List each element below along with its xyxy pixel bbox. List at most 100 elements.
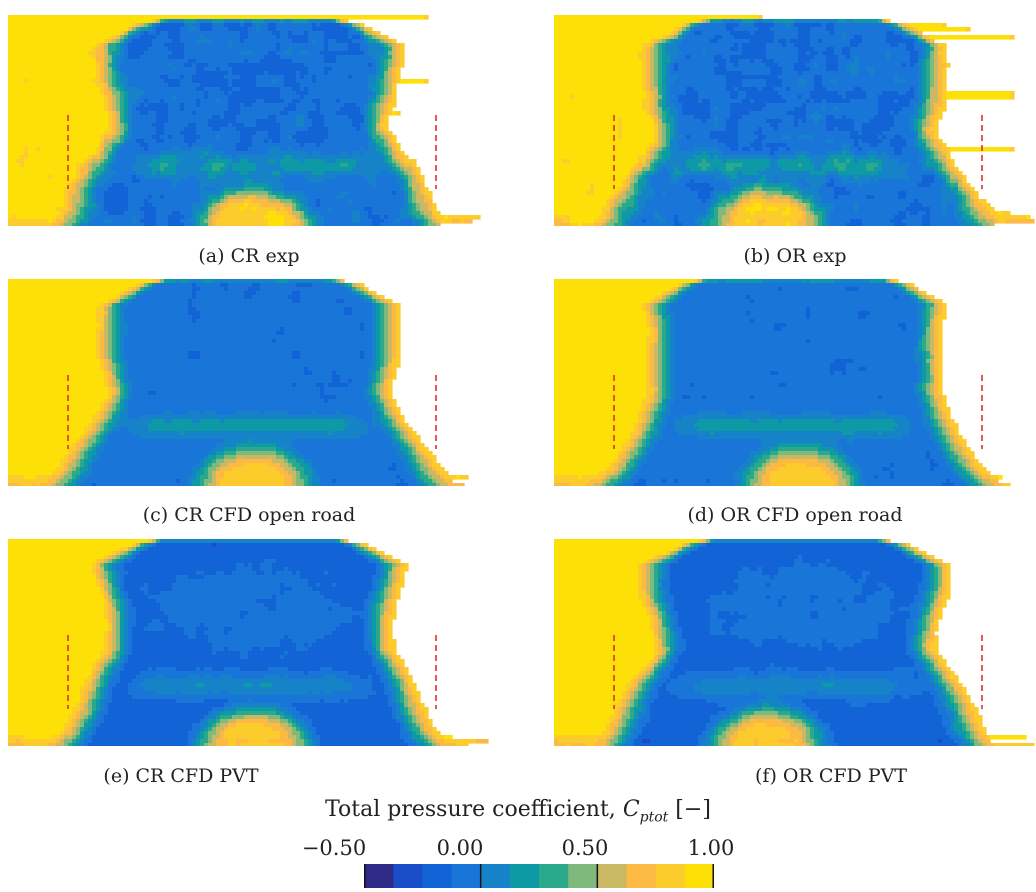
- contour-cell: [372, 115, 377, 120]
- contour-cell: [926, 299, 931, 304]
- contour-cell: [662, 123, 667, 128]
- contour-cell: [128, 115, 133, 120]
- contour-cell: [372, 303, 377, 308]
- contour-cell: [826, 183, 835, 188]
- contour-cell: [966, 195, 971, 200]
- contour-cell: [810, 315, 859, 320]
- contour-cell: [120, 343, 125, 348]
- contour-cell: [674, 79, 727, 84]
- contour-cell: [296, 203, 301, 208]
- contour-cell: [666, 139, 671, 144]
- contour-cell: [930, 87, 939, 92]
- contour-cell: [970, 187, 975, 192]
- contour-cell: [344, 299, 365, 304]
- contour-cell: [934, 143, 943, 148]
- contour-cell: [838, 127, 855, 132]
- contour-cell: [818, 111, 879, 116]
- contour-cell: [164, 139, 185, 144]
- contour-cell: [380, 371, 385, 376]
- contour-cell: [104, 415, 109, 420]
- contour-cell: [714, 195, 719, 200]
- contour-cell: [8, 419, 93, 424]
- contour-cell: [104, 427, 109, 432]
- contour-cell: [128, 27, 133, 32]
- contour-cell: [184, 51, 241, 56]
- contour-cell: [554, 27, 675, 32]
- contour-cell: [798, 179, 807, 184]
- contour-cell: [224, 19, 241, 24]
- contour-cell: [750, 199, 767, 204]
- contour-cell: [954, 203, 959, 208]
- contour-cell: [926, 315, 931, 320]
- contour-cell: [942, 163, 947, 168]
- contour-cell: [300, 351, 361, 356]
- contour-cell: [236, 455, 277, 460]
- contour-cell: [72, 179, 77, 184]
- contour-cell: [120, 351, 125, 356]
- contour-cell: [368, 371, 373, 376]
- contour-cell: [910, 119, 915, 124]
- contour-cell: [814, 219, 819, 224]
- contour-cell: [108, 343, 113, 348]
- contour-cell: [384, 415, 389, 420]
- contour-cell: [782, 327, 903, 332]
- contour-cell: [376, 347, 381, 352]
- contour-cell: [666, 131, 671, 136]
- contour-cell: [678, 143, 727, 148]
- contour-cell: [658, 159, 667, 164]
- contour-cell: [128, 79, 165, 84]
- contour-cell: [810, 339, 919, 344]
- contour-cell: [256, 163, 281, 168]
- contour-cell: [172, 411, 189, 416]
- contour-cell: [160, 167, 165, 172]
- contour-cell: [276, 47, 281, 52]
- contour-cell: [934, 371, 939, 376]
- contour-cell: [224, 151, 269, 156]
- contour-cell: [152, 135, 161, 140]
- contour-cell: [92, 175, 97, 180]
- contour-cell: [914, 131, 919, 136]
- contour-cell: [654, 47, 659, 52]
- contour-cell: [124, 51, 129, 56]
- contour-cell: [144, 51, 173, 56]
- contour-cell: [396, 51, 401, 56]
- contour-cell: [934, 419, 939, 424]
- contour-cell: [810, 95, 843, 100]
- contour-cell: [934, 155, 939, 160]
- contour-cell: [774, 19, 795, 24]
- contour-cell: [136, 31, 141, 36]
- contour-cell: [376, 127, 381, 132]
- contour-cell: [96, 451, 101, 456]
- contour-cell: [810, 151, 827, 156]
- contour-cell: [112, 395, 117, 400]
- contour-cell: [834, 47, 843, 52]
- contour-cell: [634, 199, 639, 204]
- contour-cell: [654, 299, 659, 304]
- contour-cell: [646, 151, 651, 156]
- contour-cell: [140, 415, 357, 420]
- contour-cell: [678, 147, 695, 152]
- contour-cell: [300, 207, 309, 212]
- contour-cell: [622, 179, 627, 184]
- contour-cell: [666, 35, 671, 40]
- contour-cell: [810, 171, 827, 176]
- contour-cell: [104, 91, 113, 96]
- contour-cell: [682, 111, 711, 116]
- contour-cell: [340, 411, 373, 416]
- contour-cell: [798, 27, 811, 32]
- contour-cell: [164, 411, 173, 416]
- contour-cell: [100, 355, 105, 360]
- contour-cell: [328, 47, 349, 52]
- contour-cell: [886, 55, 891, 60]
- contour-cell: [200, 167, 213, 172]
- contour-cell: [914, 143, 919, 148]
- contour-cell: [770, 147, 779, 152]
- contour-cell: [950, 187, 959, 192]
- contour-cell: [208, 175, 217, 180]
- contour-cell: [268, 131, 281, 136]
- contour-cell: [180, 103, 185, 108]
- contour-cell: [364, 107, 369, 112]
- contour-cell: [810, 51, 819, 56]
- contour-cell: [930, 403, 935, 408]
- contour-cell: [392, 159, 397, 164]
